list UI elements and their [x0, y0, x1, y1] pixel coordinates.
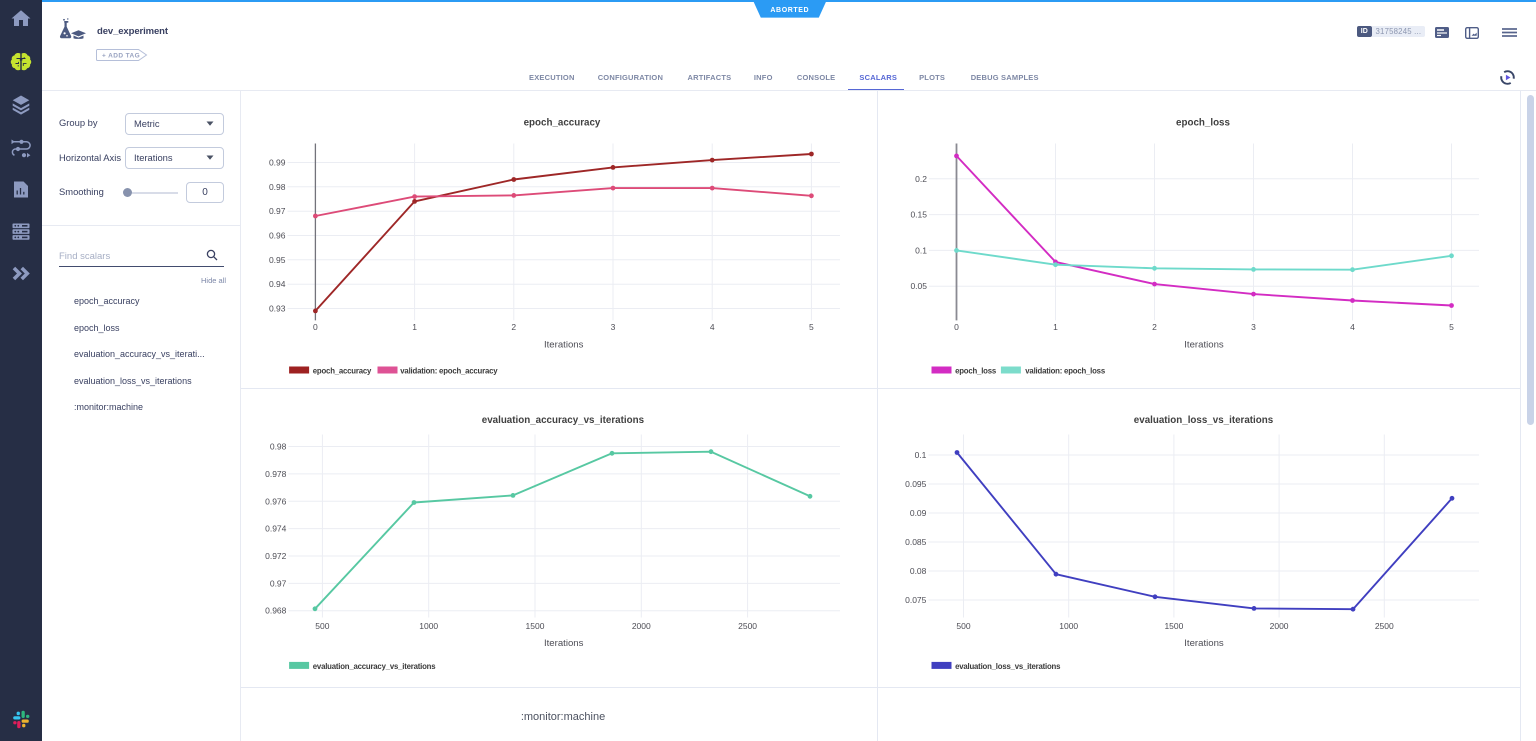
- svg-text:0.97: 0.97: [269, 206, 286, 216]
- svg-text:2500: 2500: [738, 621, 757, 631]
- svg-text:0.08: 0.08: [910, 566, 927, 576]
- svg-text:1: 1: [1053, 322, 1058, 332]
- svg-text:0.05: 0.05: [910, 281, 927, 291]
- svg-text:2000: 2000: [1270, 621, 1289, 631]
- svg-text:0.972: 0.972: [265, 551, 287, 561]
- svg-text:4: 4: [1350, 322, 1355, 332]
- svg-text:0.976: 0.976: [265, 496, 287, 506]
- svg-text:epoch_accuracy: epoch_accuracy: [524, 118, 601, 129]
- svg-text:1: 1: [412, 322, 417, 332]
- svg-text:5: 5: [809, 322, 814, 332]
- svg-text:1000: 1000: [419, 621, 438, 631]
- svg-text:2: 2: [1152, 322, 1157, 332]
- svg-text:0.95: 0.95: [269, 255, 286, 265]
- svg-text:0.98: 0.98: [269, 182, 286, 192]
- svg-text:epoch_loss: epoch_loss: [1176, 118, 1230, 129]
- svg-text:5: 5: [1449, 322, 1454, 332]
- svg-text:3: 3: [1251, 322, 1256, 332]
- svg-text:2000: 2000: [632, 621, 651, 631]
- svg-text:0: 0: [313, 322, 318, 332]
- svg-text:0.09: 0.09: [910, 508, 927, 518]
- svg-text:0.15: 0.15: [910, 210, 927, 220]
- svg-text:2500: 2500: [1375, 621, 1394, 631]
- svg-text:2: 2: [511, 322, 516, 332]
- svg-text:1500: 1500: [526, 621, 545, 631]
- svg-text:validation: epoch_loss: validation: epoch_loss: [1025, 367, 1106, 376]
- svg-text:evaluation_loss_vs_iterations: evaluation_loss_vs_iterations: [955, 662, 1061, 671]
- svg-text:0.97: 0.97: [270, 578, 287, 588]
- svg-text:Iterations: Iterations: [1184, 339, 1224, 350]
- svg-text:0.075: 0.075: [905, 595, 927, 605]
- svg-text:1000: 1000: [1059, 621, 1078, 631]
- svg-text:0.1: 0.1: [915, 450, 927, 460]
- svg-text:0.99: 0.99: [269, 158, 286, 168]
- svg-text:3: 3: [611, 322, 616, 332]
- svg-text:0.93: 0.93: [269, 304, 286, 314]
- svg-text:Iterations: Iterations: [1184, 638, 1224, 649]
- svg-text:500: 500: [315, 621, 329, 631]
- svg-text:500: 500: [956, 621, 970, 631]
- svg-text:ABORTED: ABORTED: [770, 7, 809, 14]
- svg-text:0.1: 0.1: [915, 245, 927, 255]
- svg-text:0.968: 0.968: [265, 606, 287, 616]
- svg-text:+ ADD TAG: + ADD TAG: [102, 53, 140, 60]
- svg-text:1500: 1500: [1164, 621, 1183, 631]
- svg-text:0.085: 0.085: [905, 537, 927, 547]
- svg-text:0: 0: [954, 322, 959, 332]
- svg-text:validation: epoch_accuracy: validation: epoch_accuracy: [400, 367, 498, 376]
- svg-text:0.94: 0.94: [269, 279, 286, 289]
- svg-text:0.974: 0.974: [265, 524, 287, 534]
- svg-text:evaluation_accuracy_vs_iterati: evaluation_accuracy_vs_iterations: [482, 415, 645, 426]
- svg-text:evaluation_accuracy_vs_iterati: evaluation_accuracy_vs_iterations: [313, 662, 436, 671]
- svg-text:epoch_accuracy: epoch_accuracy: [313, 367, 372, 376]
- svg-text:Iterations: Iterations: [544, 638, 584, 649]
- svg-text:evaluation_loss_vs_iterations: evaluation_loss_vs_iterations: [1134, 415, 1274, 426]
- svg-text:4: 4: [710, 322, 715, 332]
- svg-text:0.095: 0.095: [905, 479, 927, 489]
- svg-text:0.96: 0.96: [269, 231, 286, 241]
- svg-text:0.2: 0.2: [915, 174, 927, 184]
- svg-text:0.98: 0.98: [270, 442, 287, 452]
- svg-text:epoch_loss: epoch_loss: [955, 367, 997, 376]
- svg-text:Iterations: Iterations: [544, 339, 584, 350]
- svg-text:0.978: 0.978: [265, 469, 287, 479]
